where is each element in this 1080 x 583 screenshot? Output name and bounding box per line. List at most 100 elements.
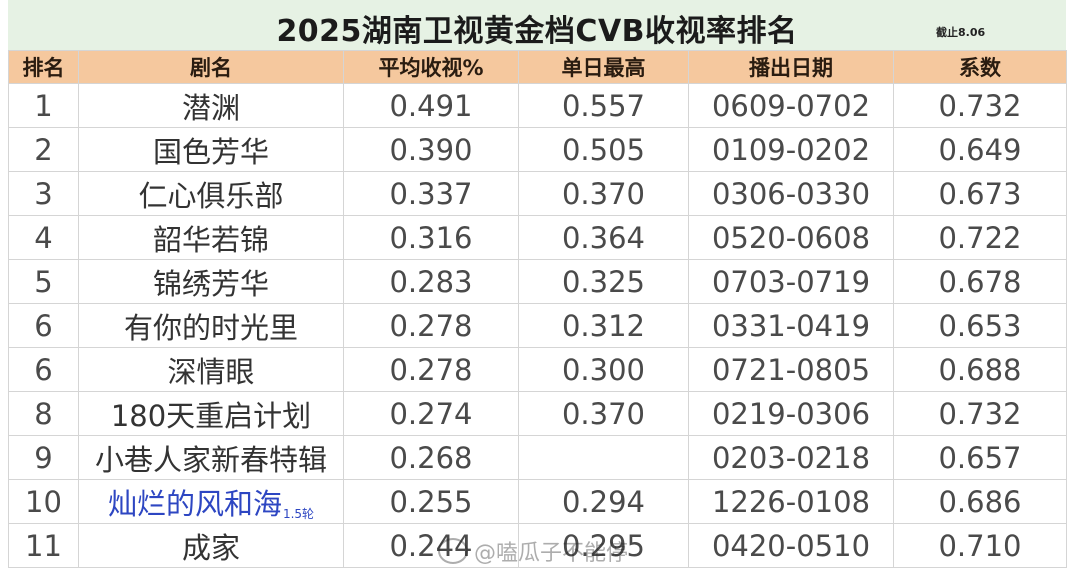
table-row: 2 国色芳华 0.390 0.505 0109-0202 0.649 [8, 127, 1067, 172]
table-body: 1 潜渊 0.491 0.557 0609-0702 0.732 2 国色芳华 0.390 0.5… [8, 83, 1067, 568]
title-cell: 韶华若锦 [78, 215, 344, 260]
air-dates-cell: 0703-0719 [688, 259, 894, 304]
avg-rating-cell: 0.278 [343, 347, 519, 392]
peak-rating-cell: 0.364 [518, 215, 689, 260]
header-rank: 排名 [8, 50, 79, 84]
table-row: 8 180天重启计划 0.274 0.370 0219-0306 0.732 [8, 391, 1067, 436]
peak-rating-cell: 0.294 [518, 479, 689, 524]
title-text: 成家 [181, 530, 240, 565]
title-cell: 锦绣芳华 [78, 259, 344, 304]
rank-cell: 3 [8, 171, 79, 216]
peak-rating-cell: 0.505 [518, 127, 689, 172]
title-text: 灿烂的风和海 [107, 486, 282, 521]
title-text: 韶华若锦 [152, 222, 269, 257]
coefficient-cell: 0.657 [893, 435, 1067, 480]
title-cell: 国色芳华 [78, 127, 344, 172]
avg-rating-cell: 0.390 [343, 127, 519, 172]
title-text: 潜渊 [181, 90, 240, 125]
ratings-table: 排名 剧名 平均收视% 单日最高 播出日期 系数 1 潜渊 0.491 0.557 06… [8, 50, 1067, 568]
title-cell: 仁心俱乐部 [78, 171, 344, 216]
table-row: 1 潜渊 0.491 0.557 0609-0702 0.732 [8, 83, 1067, 128]
header-avg-rating: 平均收视% [343, 50, 519, 84]
title-cell: 潜渊 [78, 83, 344, 128]
coefficient-cell: 0.732 [893, 83, 1067, 128]
avg-rating-cell: 0.274 [343, 391, 519, 436]
page-title: 2025湖南卫视黄金档CVB收视率排名 [276, 14, 798, 49]
table-row: 9 小巷人家新春特辑 0.268 0203-0218 0.657 [8, 435, 1067, 480]
title-text: 锦绣芳华 [152, 266, 269, 301]
weibo-icon [438, 538, 468, 564]
title-cell: 有你的时光里 [78, 303, 344, 348]
coefficient-cell: 0.686 [893, 479, 1067, 524]
rank-cell: 8 [8, 391, 79, 436]
title-row: 2025湖南卫视黄金档CVB收视率排名 截止8.06 [8, 0, 1066, 51]
peak-rating-cell: 0.300 [518, 347, 689, 392]
title-text: 180天重启计划 [110, 398, 312, 433]
coefficient-cell: 0.688 [893, 347, 1067, 392]
air-dates-cell: 0331-0419 [688, 303, 894, 348]
title-cell: 成家 [78, 523, 344, 568]
rank-cell: 9 [8, 435, 79, 480]
air-dates-cell: 1226-0108 [688, 479, 894, 524]
peak-rating-cell: 0.370 [518, 171, 689, 216]
title-text: 国色芳华 [152, 134, 269, 169]
table-row: 6 深情眼 0.278 0.300 0721-0805 0.688 [8, 347, 1067, 392]
rank-cell: 11 [8, 523, 79, 568]
watermark-text: @嗑瓜子不能停 [474, 541, 629, 566]
table-row: 4 韶华若锦 0.316 0.364 0520-0608 0.722 [8, 215, 1067, 260]
title-cell: 小巷人家新春特辑 [78, 435, 344, 480]
title-text: 小巷人家新春特辑 [94, 442, 327, 477]
coefficient-cell: 0.722 [893, 215, 1067, 260]
rank-cell: 4 [8, 215, 79, 260]
title-text: 仁心俱乐部 [138, 178, 284, 213]
air-dates-cell: 0219-0306 [688, 391, 894, 436]
avg-rating-cell: 0.491 [343, 83, 519, 128]
peak-rating-cell: 0.295 [518, 523, 689, 568]
rank-cell: 1 [8, 83, 79, 128]
rank-cell: 6 [8, 303, 79, 348]
rank-cell: 6 [8, 347, 79, 392]
air-dates-cell: 0609-0702 [688, 83, 894, 128]
table-row: 5 锦绣芳华 0.283 0.325 0703-0719 0.678 [8, 259, 1067, 304]
header-coefficient: 系数 [893, 50, 1067, 84]
coefficient-cell: 0.710 [893, 523, 1067, 568]
coefficient-cell: 0.653 [893, 303, 1067, 348]
header-air-dates: 播出日期 [688, 50, 894, 84]
coefficient-cell: 0.678 [893, 259, 1067, 304]
peak-rating-cell: 0.325 [518, 259, 689, 304]
table-row: 10 灿烂的风和海1.5轮 0.255 0.294 1226-0108 0.686 [8, 479, 1067, 524]
peak-rating-cell: 0.557 [518, 83, 689, 128]
air-dates-cell: 0306-0330 [688, 171, 894, 216]
title-cell: 深情眼 [78, 347, 344, 392]
title-cell: 灿烂的风和海1.5轮 [78, 479, 344, 524]
header-title: 剧名 [78, 50, 344, 84]
avg-rating-cell: 0.283 [343, 259, 519, 304]
air-dates-cell: 0420-0510 [688, 523, 894, 568]
rank-cell: 10 [8, 479, 79, 524]
rerun-note: 1.5轮 [282, 506, 315, 521]
air-dates-cell: 0203-0218 [688, 435, 894, 480]
table-row: 3 仁心俱乐部 0.337 0.370 0306-0330 0.673 [8, 171, 1067, 216]
avg-rating-cell: 0.255 [343, 479, 519, 524]
coefficient-cell: 0.732 [893, 391, 1067, 436]
avg-rating-cell: 0.316 [343, 215, 519, 260]
cutoff-note: 截止8.06 [936, 26, 986, 39]
avg-rating-cell: 0.337 [343, 171, 519, 216]
table-row: 6 有你的时光里 0.278 0.312 0331-0419 0.653 [8, 303, 1067, 348]
avg-rating-cell: 0.278 [343, 303, 519, 348]
rank-cell: 2 [8, 127, 79, 172]
air-dates-cell: 0109-0202 [688, 127, 894, 172]
title-text: 深情眼 [167, 354, 255, 389]
peak-rating-cell: 0.312 [518, 303, 689, 348]
header-row: 排名 剧名 平均收视% 单日最高 播出日期 系数 [8, 50, 1067, 84]
coefficient-cell: 0.649 [893, 127, 1067, 172]
coefficient-cell: 0.673 [893, 171, 1067, 216]
title-cell: 180天重启计划 [78, 391, 344, 436]
air-dates-cell: 0520-0608 [688, 215, 894, 260]
air-dates-cell: 0721-0805 [688, 347, 894, 392]
table-row: 11 成家 0.244 0.295 0420-0510 0.710 [8, 523, 1067, 568]
title-text: 有你的时光里 [123, 310, 298, 345]
avg-rating-cell: 0.268 [343, 435, 519, 480]
watermark: @嗑瓜子不能停 [438, 535, 628, 567]
